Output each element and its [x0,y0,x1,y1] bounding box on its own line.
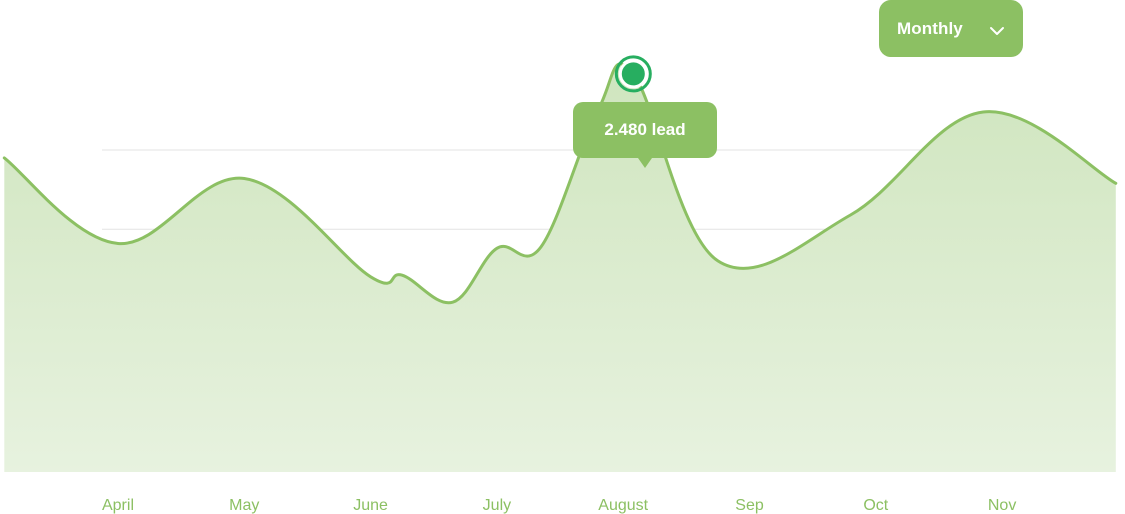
x-tick-label: Sep [735,497,764,514]
x-tick-label: May [229,497,259,514]
x-axis-labels: April May June July August Sep Oct Nov [102,497,1016,514]
x-tick-label: April [102,497,134,514]
value-tooltip: 2.480 lead [573,102,717,168]
period-dropdown[interactable]: Monthly [879,0,1023,57]
series-area-fill [4,63,1116,473]
highlight-point[interactable] [618,59,648,89]
tooltip-label: 2.480 lead [604,120,686,139]
x-tick-label: July [483,497,511,514]
x-tick-label: Nov [988,497,1016,514]
highlight-point-ring[interactable] [614,55,652,93]
x-tick-label: Oct [863,497,888,514]
series-line [2,62,1118,305]
x-tick-label: June [353,497,388,514]
tooltip-pointer [638,158,652,168]
x-tick-label: August [598,497,648,514]
chevron-down-icon [990,26,1004,35]
period-dropdown-label: Monthly [897,18,963,38]
